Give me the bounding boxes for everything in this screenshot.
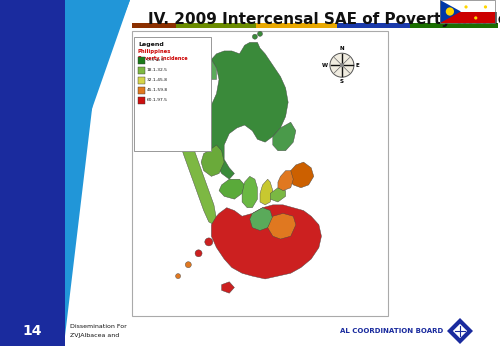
Circle shape: [186, 262, 192, 268]
Polygon shape: [201, 57, 216, 80]
Bar: [337, 23, 410, 28]
Circle shape: [195, 250, 202, 257]
Text: Philippines: Philippines: [138, 49, 172, 54]
Text: 0-3 to 6: 0-3 to 6: [147, 58, 164, 62]
Bar: [134, 37, 211, 151]
Bar: [440, 0, 495, 23]
Bar: [176, 23, 256, 28]
Polygon shape: [65, 0, 130, 166]
Circle shape: [474, 16, 478, 20]
Circle shape: [330, 53, 354, 77]
Text: Dissemination For: Dissemination For: [70, 324, 127, 328]
Text: Legend: Legend: [138, 42, 164, 47]
Polygon shape: [260, 179, 273, 205]
Text: AL COORDINATION BOARD: AL COORDINATION BOARD: [340, 328, 444, 334]
Circle shape: [340, 63, 344, 67]
Text: N: N: [340, 46, 344, 51]
Bar: [410, 23, 498, 28]
Bar: [138, 97, 145, 104]
Polygon shape: [278, 171, 293, 191]
Circle shape: [484, 5, 487, 9]
Polygon shape: [250, 208, 273, 230]
Bar: [0, 316, 65, 346]
Circle shape: [176, 274, 180, 279]
Polygon shape: [273, 122, 296, 151]
Polygon shape: [288, 162, 314, 188]
Bar: [440, 1, 495, 12]
Bar: [138, 67, 145, 74]
Bar: [256, 23, 337, 28]
Circle shape: [258, 31, 262, 36]
Polygon shape: [0, 0, 65, 346]
Text: 32.1-45.8: 32.1-45.8: [147, 78, 168, 82]
Text: 14: 14: [22, 324, 42, 338]
Circle shape: [446, 7, 454, 16]
Text: W: W: [322, 63, 328, 68]
Polygon shape: [440, 0, 461, 23]
Polygon shape: [219, 179, 244, 199]
Polygon shape: [447, 318, 473, 344]
Polygon shape: [204, 43, 288, 179]
Text: 60.1-97.5: 60.1-97.5: [147, 98, 168, 102]
Bar: [138, 77, 145, 84]
Text: IV. 2009 Intercensal SAE of Poverty Incidence: IV. 2009 Intercensal SAE of Poverty Inci…: [148, 11, 500, 27]
Text: E: E: [356, 63, 360, 68]
Polygon shape: [453, 324, 467, 338]
Polygon shape: [270, 188, 285, 202]
Polygon shape: [65, 0, 110, 116]
Polygon shape: [65, 0, 130, 186]
Text: 45.1-59.8: 45.1-59.8: [147, 88, 168, 92]
Polygon shape: [222, 282, 234, 293]
Bar: [132, 23, 176, 28]
Circle shape: [205, 238, 213, 246]
Text: S: S: [340, 79, 344, 84]
Polygon shape: [212, 205, 322, 279]
Circle shape: [252, 34, 258, 39]
Bar: [138, 87, 145, 94]
Polygon shape: [180, 139, 216, 225]
Polygon shape: [242, 176, 258, 208]
Text: ZVJAlbacea and: ZVJAlbacea and: [70, 334, 119, 338]
Polygon shape: [201, 145, 224, 176]
Bar: [440, 12, 495, 23]
Circle shape: [464, 5, 468, 9]
Text: 18.1-32.5: 18.1-32.5: [147, 68, 168, 72]
Text: Poverty Incidence: Poverty Incidence: [138, 56, 188, 61]
Bar: [132, 31, 388, 316]
Polygon shape: [65, 0, 105, 336]
Polygon shape: [268, 213, 296, 239]
Bar: [138, 57, 145, 64]
